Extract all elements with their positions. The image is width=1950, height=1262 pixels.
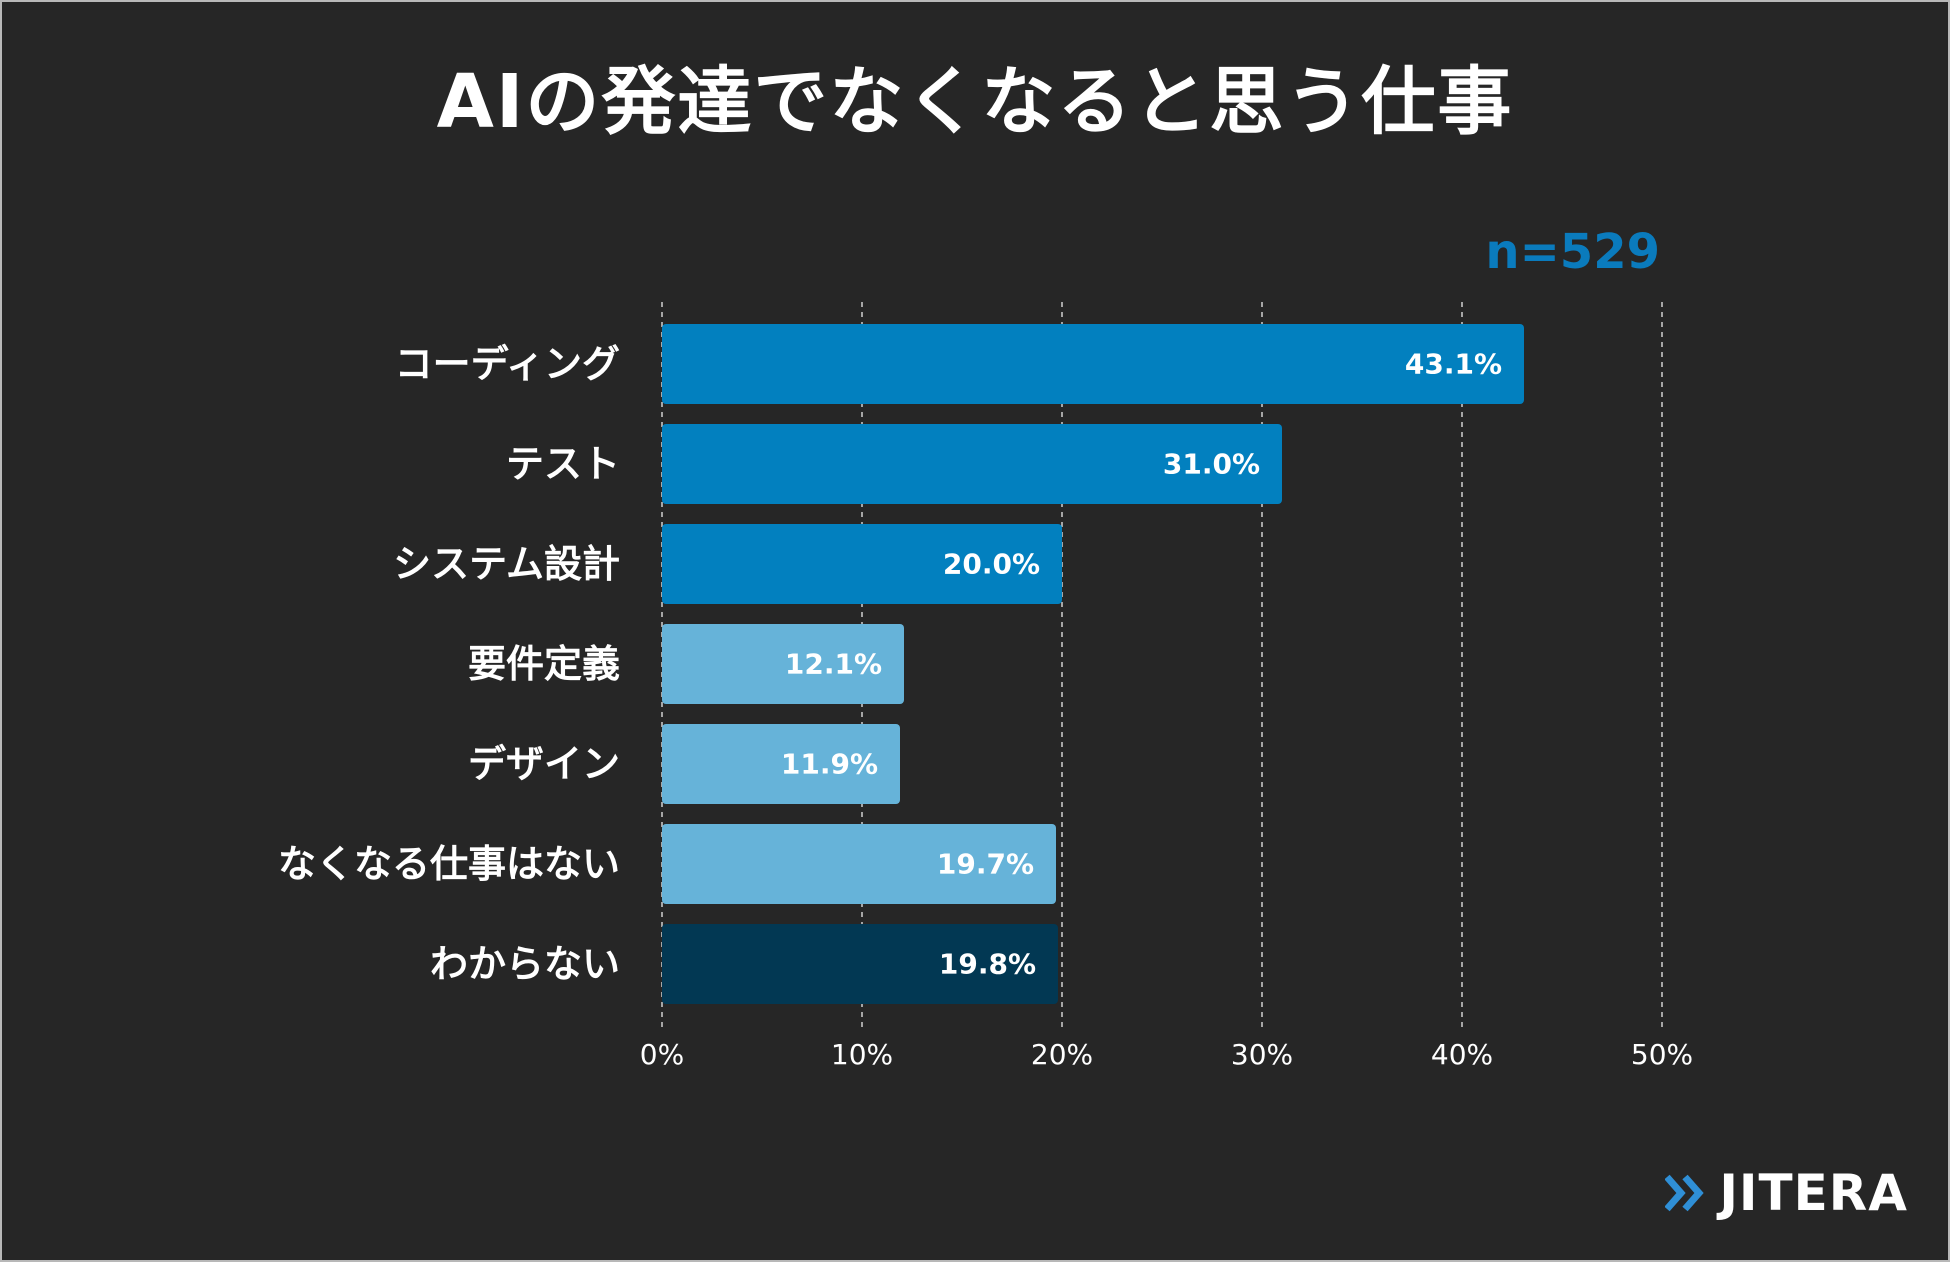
x-tick-label: 30% — [1231, 1038, 1293, 1071]
double-chevron-right-icon — [1665, 1174, 1704, 1212]
data-label: 20.0% — [943, 548, 1040, 581]
data-label: 11.9% — [781, 748, 878, 781]
data-label: 31.0% — [1163, 448, 1260, 481]
data-label: 19.8% — [939, 948, 1036, 981]
x-tick-label: 40% — [1431, 1038, 1493, 1071]
x-axis-ticks: 0% 10% 20% 30% 40% 50% — [640, 1038, 1693, 1071]
x-tick-label: 50% — [1631, 1038, 1693, 1071]
bars — [662, 324, 1524, 1004]
x-tick-label: 20% — [1031, 1038, 1093, 1071]
x-tick-label: 0% — [640, 1038, 684, 1071]
bar — [662, 624, 904, 704]
category-label: わからない — [430, 942, 620, 986]
data-label: 43.1% — [1405, 348, 1502, 381]
data-label: 12.1% — [785, 648, 882, 681]
bar — [662, 724, 900, 804]
value-labels: 43.1% 31.0% 20.0% 12.1% 11.9% 19.7% 19.8% — [781, 348, 1502, 981]
category-label: テスト — [506, 442, 620, 486]
category-label: デザイン — [468, 742, 620, 786]
bar — [662, 324, 1524, 404]
category-label: コーディング — [395, 342, 620, 386]
sample-size-label: n=529 — [1485, 224, 1660, 280]
jitera-logo: JITERA — [1665, 1164, 1908, 1222]
x-tick-label: 10% — [831, 1038, 893, 1071]
bar — [662, 524, 1062, 604]
brand-name: JITERA — [1719, 1164, 1908, 1222]
chart-title: AIの発達でなくなると思う仕事 — [436, 59, 1514, 145]
bar — [662, 924, 1058, 1004]
data-label: 19.7% — [937, 848, 1034, 881]
category-label: 要件定義 — [468, 642, 620, 686]
category-label: システム設計 — [393, 542, 620, 586]
bar — [662, 424, 1282, 504]
bar — [662, 824, 1056, 904]
category-label: なくなる仕事はない — [278, 842, 620, 886]
